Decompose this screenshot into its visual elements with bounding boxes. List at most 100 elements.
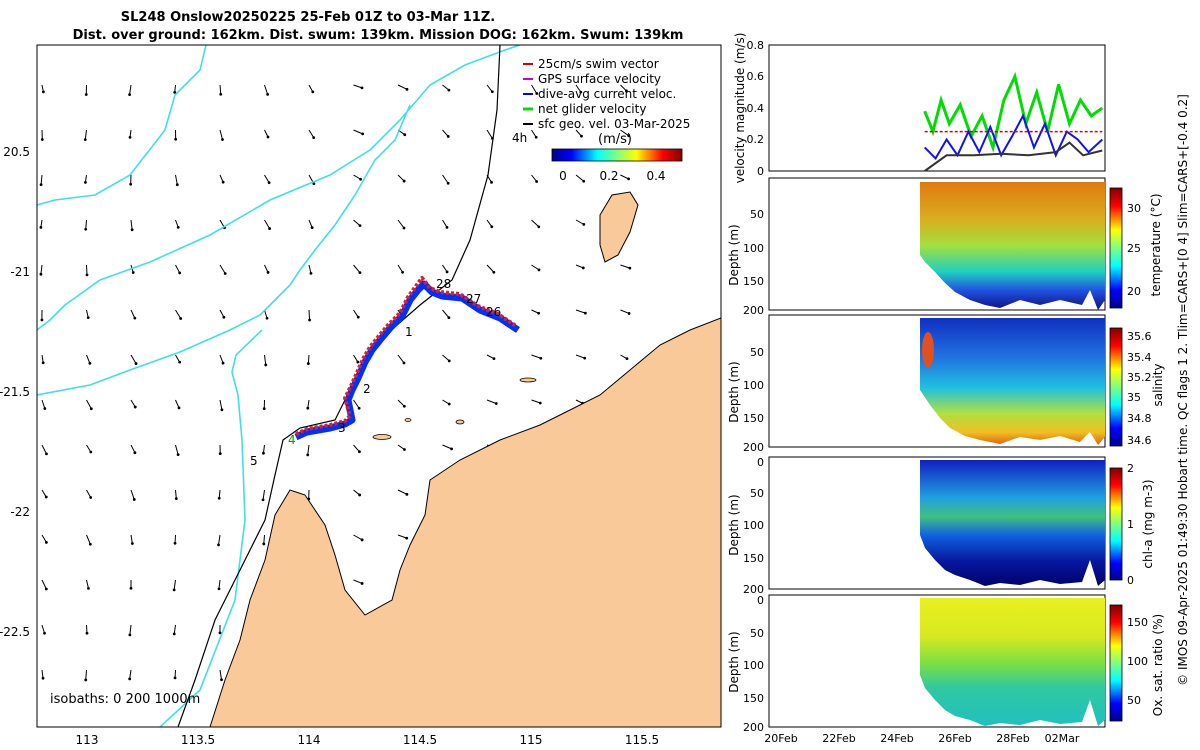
velocity-vector-head xyxy=(218,631,222,635)
velocity-vector xyxy=(264,354,267,365)
velocity-vector xyxy=(353,309,359,318)
velocity-vector xyxy=(262,489,265,500)
velocity-vector-head xyxy=(217,543,220,547)
velocity-vector-head xyxy=(265,316,269,320)
velocity-vector xyxy=(308,264,312,274)
svg-text:200: 200 xyxy=(743,441,764,454)
velocity-vector-head xyxy=(402,361,406,365)
velocity-vector xyxy=(129,669,132,679)
sal-ylabel: Depth (m) xyxy=(727,361,741,422)
salinity-colorbar xyxy=(1109,327,1123,447)
velocity-vector xyxy=(41,399,46,409)
series-net-glider-velocity xyxy=(923,71,1104,153)
velocity-series xyxy=(923,71,1104,172)
velocity-vector xyxy=(219,399,223,410)
velocity-vector-head xyxy=(450,447,453,451)
velocity-vector-head xyxy=(267,181,271,185)
velocity-vector xyxy=(353,444,360,453)
velocity-vector-head xyxy=(173,541,177,545)
velocity-vector-head xyxy=(492,357,496,361)
map-y-ticks: 20.5 -21 -21.5 -22 -22.5 xyxy=(0,145,30,639)
velocity-vector xyxy=(219,354,224,364)
velocity-vector-head xyxy=(177,406,181,410)
velocity-vector xyxy=(531,264,540,271)
velocity-vector-head xyxy=(41,676,45,680)
svg-text:25cm/s swim vector: 25cm/s swim vector xyxy=(538,57,659,71)
velocity-vector xyxy=(264,174,270,183)
velocity-vector-head xyxy=(358,493,362,497)
velocity-panel: 0 0.2 0.4 0.6 0.8 velocity magnitude (m/… xyxy=(733,33,1106,183)
ox-panel: 50 100 150 Ox. sat. ratio (%) 0 50 100 1… xyxy=(727,594,1165,734)
velocity-vector-head xyxy=(222,315,226,319)
svg-text:27: 27 xyxy=(466,292,481,306)
temp-cb-tick-2: 30 xyxy=(1127,202,1141,215)
svg-text:sfc geo. vel. 03-Mar-2025: sfc geo. vel. 03-Mar-2025 xyxy=(538,117,690,131)
velocity-vector-head xyxy=(625,357,629,361)
chl-cb-tick-2: 2 xyxy=(1127,462,1134,475)
velocity-vector xyxy=(219,669,223,680)
svg-text:0.8: 0.8 xyxy=(747,39,765,52)
velocity-vector xyxy=(575,354,585,359)
map-colorbar-tick-2: 0.4 xyxy=(646,169,665,183)
velocity-vector xyxy=(397,219,405,229)
temperature-colorbar xyxy=(1109,187,1123,309)
velocity-vector-head xyxy=(402,179,406,183)
velocity-vector xyxy=(219,129,223,140)
velocity-vector xyxy=(442,129,449,137)
velocity-vector-head xyxy=(535,180,539,183)
velocity-vector-head xyxy=(445,225,449,229)
velocity-vector-head xyxy=(84,227,88,231)
velocity-vector-head xyxy=(534,135,538,139)
chl-ylabel: Depth (m) xyxy=(727,494,741,555)
svg-text:28Feb: 28Feb xyxy=(996,732,1029,745)
svg-text:-22.5: -22.5 xyxy=(0,625,30,639)
velocity-vector-head xyxy=(84,678,88,682)
sal-cb-tick-2: 35 xyxy=(1127,391,1141,404)
velocity-vector-head xyxy=(220,678,223,682)
velocity-vector-head xyxy=(89,496,93,499)
svg-text:100: 100 xyxy=(743,519,764,532)
side-note: © IMOS 09-Apr-2025 01:49:30 Hobart time.… xyxy=(1176,94,1190,686)
velocity-vector-head xyxy=(88,542,92,546)
velocity-vector-head xyxy=(538,401,542,405)
velocity-vector-head xyxy=(306,453,310,457)
velocity-vector-head xyxy=(537,268,541,272)
velocity-vector-head xyxy=(306,362,310,365)
velocity-vector xyxy=(84,129,87,140)
velocity-vector-head xyxy=(262,451,265,455)
velocity-vector-head xyxy=(405,492,409,496)
svg-text:200: 200 xyxy=(743,304,764,317)
velocity-vector-head xyxy=(130,542,134,545)
chl-cb-tick-0: 0 xyxy=(1127,574,1134,587)
velocity-vector-head xyxy=(537,225,541,229)
isobath-1000m xyxy=(37,45,521,727)
velocity-vector xyxy=(353,129,363,135)
svg-text:net glider velocity: net glider velocity xyxy=(538,102,646,116)
velocity-vector-head xyxy=(266,135,270,139)
velocity-vector-head xyxy=(627,177,630,181)
svg-text:50: 50 xyxy=(750,487,764,500)
map-frame xyxy=(36,44,722,728)
velocity-vector-head xyxy=(583,311,587,315)
velocity-vector-head xyxy=(128,135,132,139)
svg-text:-21.5: -21.5 xyxy=(0,385,30,399)
velocity-vector xyxy=(85,669,87,680)
velocity-vector-head xyxy=(405,536,409,540)
velocity-vector-head xyxy=(173,676,177,680)
svg-text:0.6: 0.6 xyxy=(747,70,765,83)
svg-text:100: 100 xyxy=(743,242,764,255)
velocity-vector-head xyxy=(312,182,316,186)
velocity-vector-head xyxy=(360,86,364,90)
velocity-vector-head xyxy=(582,222,586,226)
chl-section xyxy=(920,460,1105,586)
velocity-vector-head xyxy=(41,361,45,365)
sal-cb-tick-5: 35.6 xyxy=(1127,330,1152,343)
velocity-vector xyxy=(130,354,137,364)
velocity-vector xyxy=(41,624,46,634)
velocity-vector-head xyxy=(172,588,176,592)
svg-text:50: 50 xyxy=(750,208,764,221)
velocity-vector xyxy=(486,84,493,93)
velocity-vector-head xyxy=(268,227,271,230)
velocity-vector-head xyxy=(580,134,583,138)
